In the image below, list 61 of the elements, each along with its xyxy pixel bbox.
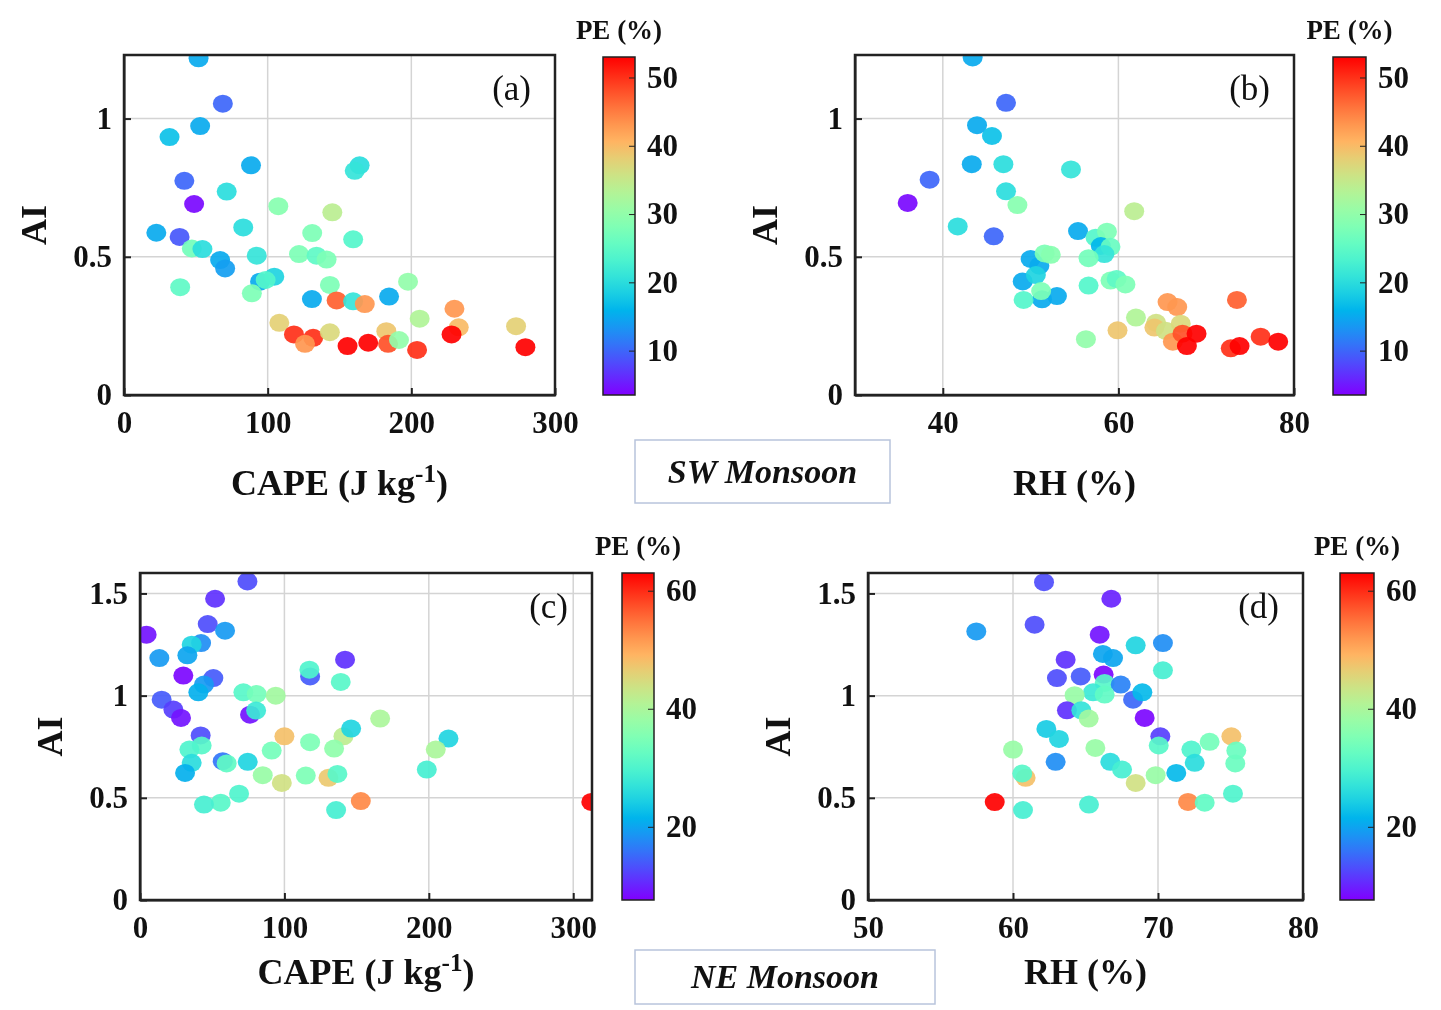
color-bar-label: 20 bbox=[1378, 264, 1409, 300]
y-tick-label: 1.5 bbox=[89, 575, 128, 611]
color-bar-title: PE (%) bbox=[594, 531, 682, 561]
y-tick-label: 1 bbox=[840, 678, 856, 714]
y-tick-label: 0 bbox=[827, 377, 843, 413]
x-axis-title: CAPE (J kg$^{-1}$) bbox=[257, 948, 475, 992]
x-tick-label: 40 bbox=[927, 405, 959, 441]
y-axis-title: AI bbox=[758, 716, 798, 757]
y-tick-label: 0.5 bbox=[89, 780, 128, 816]
x-tick-label: 100 bbox=[261, 910, 309, 946]
color-bar-label: 50 bbox=[1378, 59, 1409, 95]
y-axis-title: AI bbox=[14, 204, 54, 246]
annotation: (c) bbox=[529, 587, 568, 626]
color-bar-title: PE (%) bbox=[1306, 15, 1393, 45]
text: SW Monsoon bbox=[667, 452, 858, 490]
y-tick-label: 1 bbox=[112, 678, 128, 714]
x-tick-label: 80 bbox=[1279, 405, 1310, 441]
x-tick-label: 60 bbox=[1103, 405, 1135, 441]
x-axis-title: RH (%) bbox=[1013, 463, 1136, 503]
color-bar-title: PE (%) bbox=[1313, 531, 1401, 561]
annotation: (a) bbox=[492, 69, 531, 108]
x-tick-label: 60 bbox=[998, 910, 1029, 946]
x-tick-label: 300 bbox=[532, 405, 579, 441]
y-tick-label: 1 bbox=[827, 101, 843, 136]
color-bar-label: 50 bbox=[647, 59, 678, 95]
color-bar-label: 40 bbox=[1386, 691, 1417, 727]
annotation: (d) bbox=[1238, 587, 1279, 626]
x-axis-title: CAPE (J kg$^{-1}$) bbox=[231, 459, 448, 503]
annotation: (b) bbox=[1229, 69, 1270, 108]
color-bar-label: 20 bbox=[647, 264, 678, 300]
color-bar-label: 10 bbox=[647, 333, 678, 369]
y-axis-title: AI bbox=[745, 204, 785, 246]
x-tick-label: 200 bbox=[388, 405, 436, 441]
y-tick-label: 0.5 bbox=[817, 780, 856, 816]
x-tick-label: 70 bbox=[1143, 910, 1174, 946]
color-bar-label: 20 bbox=[666, 809, 697, 845]
color-bar-label: 60 bbox=[1386, 573, 1417, 609]
color-bar-label: 30 bbox=[647, 196, 678, 232]
color-bar-label: 20 bbox=[1386, 809, 1417, 845]
y-tick-label: 1.5 bbox=[817, 575, 856, 611]
color-bar-label: 40 bbox=[666, 691, 697, 727]
color-bar-label: 30 bbox=[1378, 196, 1409, 232]
y-axis-title: AI bbox=[30, 716, 70, 757]
y-tick-label: 1 bbox=[96, 101, 112, 136]
y-tick-label: 0 bbox=[96, 377, 112, 413]
color-bar-label: 40 bbox=[647, 128, 678, 164]
x-tick-label: 200 bbox=[406, 910, 453, 946]
y-tick-label: 0 bbox=[112, 882, 128, 918]
x-axis-title: RH (%) bbox=[1024, 952, 1147, 992]
color-bar-label: 60 bbox=[666, 573, 697, 609]
x-tick-label: 300 bbox=[550, 910, 597, 946]
y-tick-label: 0.5 bbox=[73, 239, 112, 275]
color-bar-label: 40 bbox=[1378, 128, 1409, 164]
color-bar-label: 10 bbox=[1378, 333, 1409, 369]
y-tick-label: 0.5 bbox=[804, 239, 843, 275]
x-tick-label: 50 bbox=[853, 910, 884, 946]
x-tick-label: 100 bbox=[244, 405, 292, 441]
color-bar-title: PE (%) bbox=[575, 15, 663, 45]
text: NE Monsoon bbox=[689, 958, 880, 995]
y-tick-label: 0 bbox=[840, 882, 856, 918]
x-tick-label: 80 bbox=[1288, 910, 1319, 946]
